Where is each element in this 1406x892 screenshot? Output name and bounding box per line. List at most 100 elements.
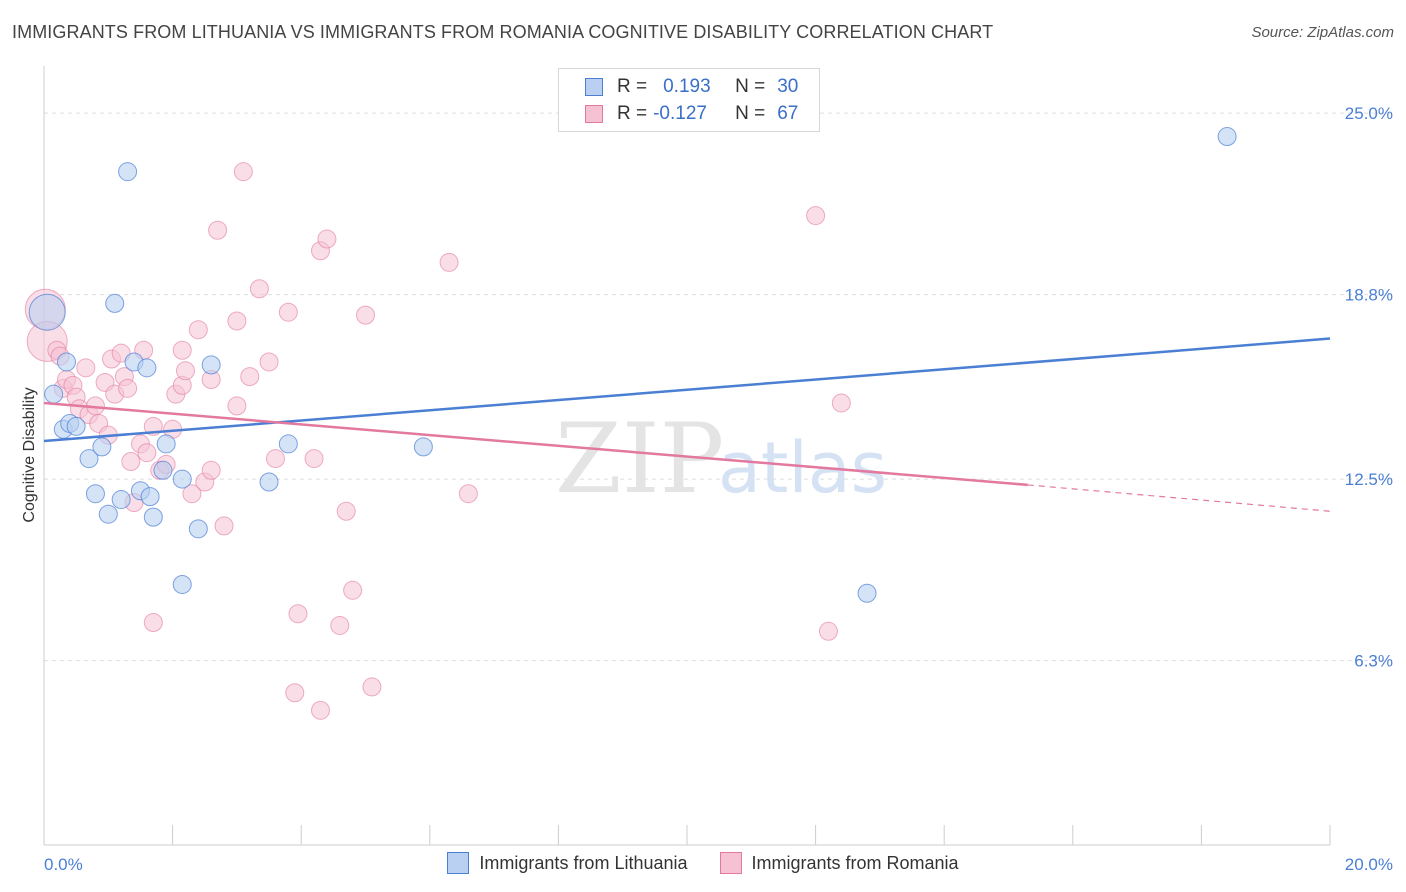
legend-swatch-romania [585, 105, 603, 123]
lithuania-point [413, 437, 433, 457]
legend-r-value-romania: -0.127 [653, 103, 707, 124]
lithuania-point [28, 293, 66, 331]
source-label: Source: ZipAtlas.com [1251, 24, 1394, 41]
legend-n-value-romania: 67 [777, 103, 799, 124]
lithuania-point [57, 352, 77, 372]
x-tick-label: 20.0% [1345, 855, 1393, 874]
x-tick-labels: 0.0% 20.0% [44, 855, 1393, 874]
legend-r-value-lithuania: 0.193 [663, 76, 711, 97]
y-tick-labels: 6.3% 12.5% 18.8% 25.0% [1345, 104, 1393, 670]
romania-point [343, 580, 363, 600]
legend-r-label: R = [617, 76, 648, 97]
romania-point [118, 378, 138, 398]
romania-point [233, 162, 253, 182]
legend-row-romania: R = -0.127 N = 67 [585, 102, 798, 126]
romania-point [265, 449, 285, 469]
lithuania-point [44, 384, 64, 404]
legend-swatch-lithuania [447, 852, 470, 874]
lithuania-trend-line [43, 337, 1331, 443]
romania-point [806, 206, 826, 226]
romania-point [76, 358, 96, 378]
legend-n-label: N = [735, 103, 766, 124]
romania-point [175, 361, 195, 381]
legend-r-label: R = [617, 103, 648, 124]
romania-point [831, 393, 851, 413]
romania-point [201, 460, 221, 480]
correlation-legend: R = 0.193 N = 30 R = -0.127 N = 67 [558, 68, 820, 132]
romania-point [336, 501, 356, 521]
romania-point [458, 484, 478, 504]
romania-point [356, 305, 375, 325]
romania-point [227, 396, 247, 416]
legend-n-value-lithuania: 30 [777, 76, 799, 97]
lithuania-point [118, 162, 138, 182]
watermark-zip: ZIP [555, 403, 724, 515]
lithuania-point [156, 434, 176, 454]
romania-point [818, 621, 838, 641]
romania-point [208, 220, 228, 240]
romania-points [24, 162, 851, 720]
romania-trend-extension [1027, 484, 1331, 512]
legend-label-lithuania: Immigrants from Lithuania [479, 852, 688, 873]
romania-point [182, 484, 202, 504]
romania-point [362, 677, 382, 697]
lithuania-point [153, 460, 173, 480]
lithuania-point [140, 487, 160, 507]
axes [43, 66, 1331, 846]
romania-point [439, 252, 459, 272]
lithuania-point [111, 490, 131, 510]
lithuania-point [105, 293, 125, 313]
lithuania-point [259, 472, 279, 492]
y-axis-label: Cognitive Disability [21, 387, 38, 522]
lithuania-point [137, 358, 157, 378]
lithuania-point [66, 416, 86, 436]
romania-point [121, 452, 141, 471]
trend-lines [43, 337, 1331, 512]
legend-swatch-lithuania [585, 78, 603, 96]
watermark-atlas: atlas [718, 427, 887, 509]
romania-point [172, 340, 192, 360]
chart-title: IMMIGRANTS FROM LITHUANIA VS IMMIGRANTS … [12, 22, 994, 42]
lithuania-point [98, 504, 118, 524]
romania-point [137, 443, 157, 463]
romania-point [288, 604, 308, 624]
romania-point [310, 700, 330, 720]
romania-point [317, 229, 337, 249]
romania-point [304, 449, 324, 469]
romania-point [227, 311, 247, 331]
romania-point [143, 613, 163, 633]
legend-n-label: N = [735, 76, 766, 97]
lithuania-point [188, 519, 208, 539]
romania-point [285, 683, 305, 703]
lithuania-points [28, 127, 1237, 603]
romania-point [330, 615, 350, 635]
romania-point [240, 367, 260, 387]
lithuania-point [92, 437, 112, 457]
romania-point [259, 352, 279, 372]
legend-item-lithuania[interactable]: Immigrants from Lithuania [447, 852, 688, 874]
y-tick-label: 25.0% [1345, 104, 1393, 123]
legend-label-romania: Immigrants from Romania [751, 852, 959, 873]
lithuania-point [278, 434, 298, 454]
romania-trend-line [43, 401, 1028, 487]
y-tick-label: 6.3% [1354, 652, 1393, 671]
legend-swatch-romania [719, 852, 742, 874]
lithuania-point [857, 583, 877, 603]
romania-point [214, 516, 234, 536]
romania-point [188, 320, 208, 340]
romania-point [278, 302, 298, 322]
x-tick-label: 0.0% [44, 855, 83, 874]
legend-row-lithuania: R = 0.193 N = 30 [585, 75, 798, 99]
y-tick-label: 18.8% [1345, 286, 1393, 305]
legend-item-romania[interactable]: Immigrants from Romania [719, 852, 959, 874]
romania-point [249, 279, 269, 299]
lithuania-point [79, 449, 99, 469]
lithuania-point [172, 469, 192, 489]
y-tick-label: 12.5% [1345, 470, 1393, 489]
series-legend: Immigrants from Lithuania Immigrants fro… [0, 852, 1406, 874]
lithuania-point [201, 355, 221, 375]
lithuania-point [143, 507, 163, 527]
lithuania-point [1217, 127, 1237, 147]
lithuania-point [85, 484, 105, 504]
